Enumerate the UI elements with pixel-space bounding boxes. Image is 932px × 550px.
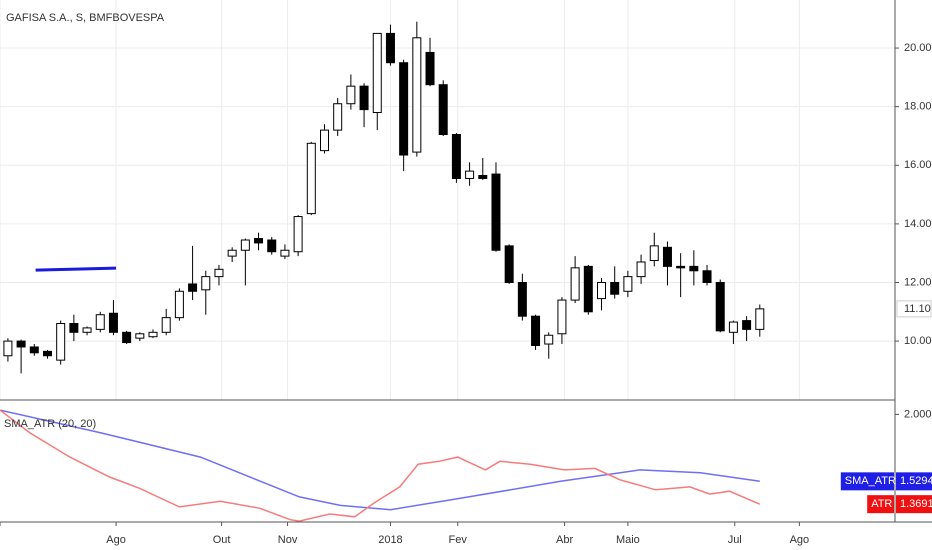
- candle-body: [174, 290, 184, 319]
- candle-body: [623, 276, 633, 292]
- candle-body: [188, 283, 198, 292]
- candle-body: [385, 32, 395, 64]
- candle-body: [478, 175, 488, 179]
- x-tick-label: Fev: [449, 534, 468, 546]
- x-tick-label: 2018: [378, 534, 402, 546]
- candle-body: [148, 331, 158, 338]
- last-price-box: [896, 300, 932, 318]
- last-price-label: 11.10: [904, 303, 931, 315]
- candle-body: [597, 281, 607, 300]
- candle-body: [517, 281, 527, 317]
- candle-body: [544, 334, 554, 345]
- value-label: 1.3691: [900, 498, 932, 510]
- x-tick-label: Ago: [790, 534, 810, 546]
- x-tick-label: Jul: [728, 534, 742, 546]
- candle-body: [201, 276, 211, 291]
- candle-body: [267, 239, 277, 253]
- candle-body: [227, 249, 237, 257]
- plot: [0, 21, 765, 522]
- candle-body: [135, 333, 145, 339]
- candle-body: [372, 32, 382, 114]
- candle-body: [42, 350, 52, 357]
- chart-title: GAFISA S.A., S, BMFBOVESPA: [6, 12, 165, 24]
- candle-body: [293, 216, 303, 253]
- candle-body: [649, 245, 659, 262]
- candle-body: [676, 265, 686, 269]
- candle-body: [333, 103, 343, 131]
- indicator-title: SMA_ATR (20, 20): [4, 418, 96, 430]
- candle-body: [95, 314, 105, 330]
- candle-body: [412, 37, 422, 153]
- candle-body: [16, 340, 26, 348]
- y-tick-label: 10.00: [904, 335, 932, 347]
- y-tick-label: 16.00: [904, 159, 932, 171]
- candle-body: [122, 331, 132, 344]
- candle-body: [306, 142, 316, 215]
- candle-body: [438, 84, 448, 136]
- candle-body: [702, 270, 712, 283]
- value-badge: [896, 495, 932, 514]
- x-tick-label: Ago: [106, 534, 126, 546]
- indicator-line: [0, 409, 760, 511]
- candle-body: [29, 346, 39, 354]
- indicator-line: [0, 409, 761, 522]
- x-tick-label: Abr: [556, 534, 573, 546]
- value-label: 1.5294: [900, 475, 932, 487]
- candle-body: [583, 265, 593, 313]
- candle-body: [69, 323, 79, 333]
- series-badge: [840, 472, 894, 491]
- value-badge: [896, 472, 932, 491]
- x-tick-label: Nov: [278, 534, 298, 546]
- candle-body: [161, 317, 171, 333]
- y-tick-label: 18.00: [904, 101, 932, 113]
- y-tick-label: 20.00: [904, 42, 932, 54]
- candle-body: [557, 299, 567, 335]
- candle-body: [346, 85, 356, 105]
- legend-label: SMA_ATR: [845, 475, 896, 487]
- candle-body: [570, 267, 580, 301]
- candle-body: [240, 239, 250, 251]
- y-tick-label: 14.00: [904, 218, 932, 230]
- candle-body: [465, 170, 475, 179]
- x-tick-label: Maio: [616, 534, 640, 546]
- candle-body: [319, 129, 329, 152]
- legend-label: ATR: [871, 498, 892, 510]
- candle-body: [214, 268, 224, 278]
- candle-body: [742, 320, 752, 330]
- series-badge: [867, 495, 894, 514]
- candle-body: [399, 62, 409, 156]
- candle-body: [108, 312, 118, 333]
- candle-body: [254, 238, 264, 244]
- trend-line: [35, 266, 117, 272]
- candle-body: [425, 51, 435, 86]
- y-tick-label: 12.00: [904, 276, 932, 288]
- candle-body: [610, 281, 620, 295]
- candle-body: [715, 281, 725, 332]
- candle-body: [504, 245, 514, 283]
- candle-body: [689, 265, 699, 272]
- candle-body: [531, 315, 541, 346]
- candle-body: [359, 85, 369, 111]
- candle-body: [3, 340, 13, 357]
- candle-body: [280, 249, 290, 257]
- candle-body: [451, 134, 461, 179]
- candle-body: [636, 261, 646, 278]
- candle-body: [56, 323, 66, 361]
- candle-body: [662, 246, 672, 267]
- candle-body: [755, 308, 765, 330]
- candle-body: [82, 327, 92, 333]
- x-tick-label: Out: [213, 534, 231, 546]
- axes: 10.00 12.00 14.00 16.00 18.00 20.00 11.10 2.000…: [0, 42, 932, 546]
- candle-body: [728, 321, 738, 333]
- y2-tick-label: 2.0000: [904, 408, 932, 420]
- candle-body: [491, 173, 501, 251]
